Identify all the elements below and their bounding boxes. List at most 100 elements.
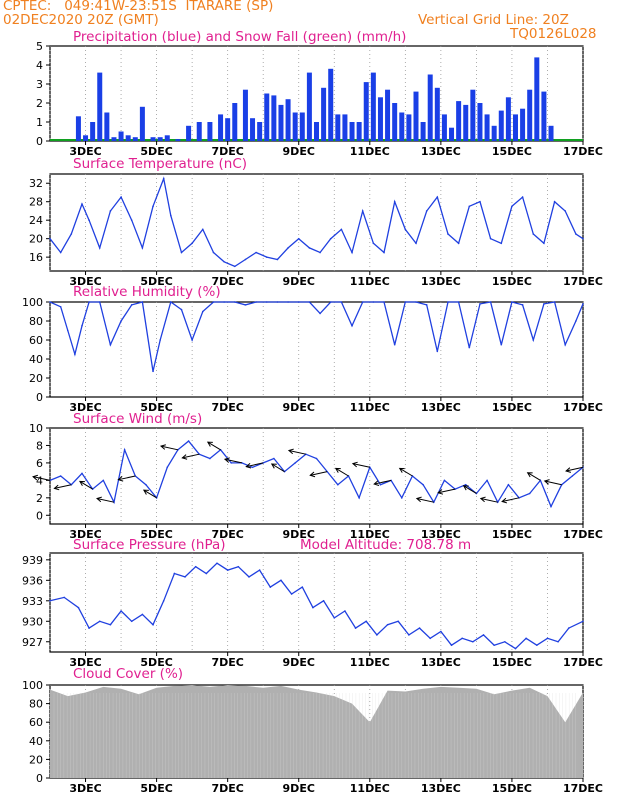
wind-arrow-head xyxy=(334,467,341,473)
pressure-point xyxy=(333,617,336,619)
wind-xtick-label: 9DEC xyxy=(283,528,315,541)
humidity-point xyxy=(404,301,407,303)
precip-bar xyxy=(125,135,131,141)
temperature-point xyxy=(141,247,144,249)
humidity-point xyxy=(212,301,215,303)
wind-arrow-shaft xyxy=(79,481,93,490)
humidity-point xyxy=(319,312,321,315)
temperature-point xyxy=(287,247,289,249)
humidity-ytick-label: 40 xyxy=(29,353,43,366)
precip-bar xyxy=(328,68,334,141)
wind-arrow-head xyxy=(479,496,486,503)
humidity-panel: Relative Humidity (%) 0 20 40 60 80 100 3DEC 5DE… xyxy=(22,284,603,414)
precip-bar xyxy=(385,89,391,141)
temperature-ytick-label: 28 xyxy=(29,196,43,209)
humidity-point xyxy=(393,343,396,346)
humidity-point xyxy=(276,301,279,303)
precip-bar xyxy=(420,122,426,141)
pressure-xtick-label: 5DEC xyxy=(140,656,172,669)
wind-point xyxy=(422,483,424,486)
wind-point xyxy=(166,466,169,469)
header-code: TQ0126L028 xyxy=(510,26,597,42)
temperature-point xyxy=(297,237,300,240)
humidity-point xyxy=(180,308,183,311)
precip-bar xyxy=(111,137,117,141)
wind-point xyxy=(187,440,190,442)
wind-arrow-shaft xyxy=(463,485,477,494)
wind-arrow-shaft xyxy=(374,479,392,485)
humidity-point xyxy=(425,304,428,306)
humidity-point xyxy=(255,301,257,303)
pressure-point xyxy=(269,586,272,588)
wind-arrow-shaft xyxy=(288,449,306,455)
temperature-ytick-label: 24 xyxy=(29,214,43,227)
humidity-point xyxy=(372,301,375,303)
humidity-point xyxy=(233,301,236,303)
precip-ytick-label: 3 xyxy=(36,78,43,91)
precip-bar xyxy=(498,110,504,141)
precip-bar xyxy=(505,97,511,141)
wind-point xyxy=(294,462,296,464)
precip-bar xyxy=(541,91,547,141)
wind-ytick-label: 10 xyxy=(29,422,43,435)
humidity-xtick-label: 17DEC xyxy=(563,401,603,414)
pressure-point xyxy=(472,640,474,643)
wind-arrow-shaft xyxy=(32,476,51,481)
header-grid-note: Vertical Grid Line: 20Z xyxy=(418,12,569,28)
wind-xtick-label: 3DEC xyxy=(69,528,101,541)
humidity-xtick-label: 9DEC xyxy=(283,401,315,414)
temperature-point xyxy=(479,200,481,203)
header-line-1: CPTEC: 049:41W-23:51S ITARARE (SP) xyxy=(3,0,273,14)
pressure-point xyxy=(49,599,51,602)
pressure-point xyxy=(418,627,421,629)
precip-bar xyxy=(75,116,81,141)
header-station: ITARARE (SP) xyxy=(185,0,274,14)
temperature-point xyxy=(582,237,584,240)
pressure-frame xyxy=(49,552,584,653)
wind-arrow-shaft xyxy=(207,441,221,451)
temperature-point xyxy=(564,210,567,212)
humidity-point xyxy=(81,324,83,327)
wind-arrow-head xyxy=(181,454,188,460)
precip-bar xyxy=(207,122,213,141)
wind-ytick-label: 2 xyxy=(36,492,43,505)
wind-arrow-head xyxy=(351,461,358,468)
wind-arrow-head xyxy=(287,448,294,455)
humidity-ytick-label: 20 xyxy=(29,372,43,385)
wind-arrow-head xyxy=(373,480,380,486)
precip-bar xyxy=(278,104,284,141)
humidity-point xyxy=(88,301,90,303)
pressure-point xyxy=(237,565,240,568)
humidity-point xyxy=(244,304,247,306)
humidity-point xyxy=(564,343,567,346)
precip-bar xyxy=(342,114,348,141)
temperature-point xyxy=(511,205,513,208)
wind-point xyxy=(550,505,552,508)
wind-arrow-shaft xyxy=(352,463,370,468)
temperature-point xyxy=(489,237,492,240)
wind-arrow-head xyxy=(526,472,533,478)
humidity-point xyxy=(468,346,471,349)
humidity-point xyxy=(109,343,112,346)
precip-bar xyxy=(218,114,224,141)
pressure-ytick-label: 927 xyxy=(22,636,43,649)
precip-ytick-label: 5 xyxy=(36,40,43,53)
precip-bar xyxy=(456,101,462,141)
pressure-point xyxy=(88,627,90,629)
temperature-point xyxy=(88,219,90,221)
pressure-point xyxy=(514,647,517,650)
humidity-xtick-label: 11DEC xyxy=(350,401,390,414)
temperature-point xyxy=(70,233,73,235)
wind-panel: Surface Wind (m/s) 0 2 4 6 8 10 3DEC 5DEC 7DEC 9DE… xyxy=(29,411,603,541)
pressure-point xyxy=(386,623,389,626)
precip-xtick-label: 15DEC xyxy=(492,145,532,158)
temperature-point xyxy=(383,251,385,254)
wind-arrow-head xyxy=(309,471,316,478)
humidity-point xyxy=(265,301,268,303)
temperature-point xyxy=(425,210,428,212)
humidity-point xyxy=(159,339,161,341)
pressure-point xyxy=(567,627,570,629)
temperature-ytick-label: 32 xyxy=(29,177,43,190)
pressure-point xyxy=(77,606,80,609)
precip-bar xyxy=(427,74,433,141)
